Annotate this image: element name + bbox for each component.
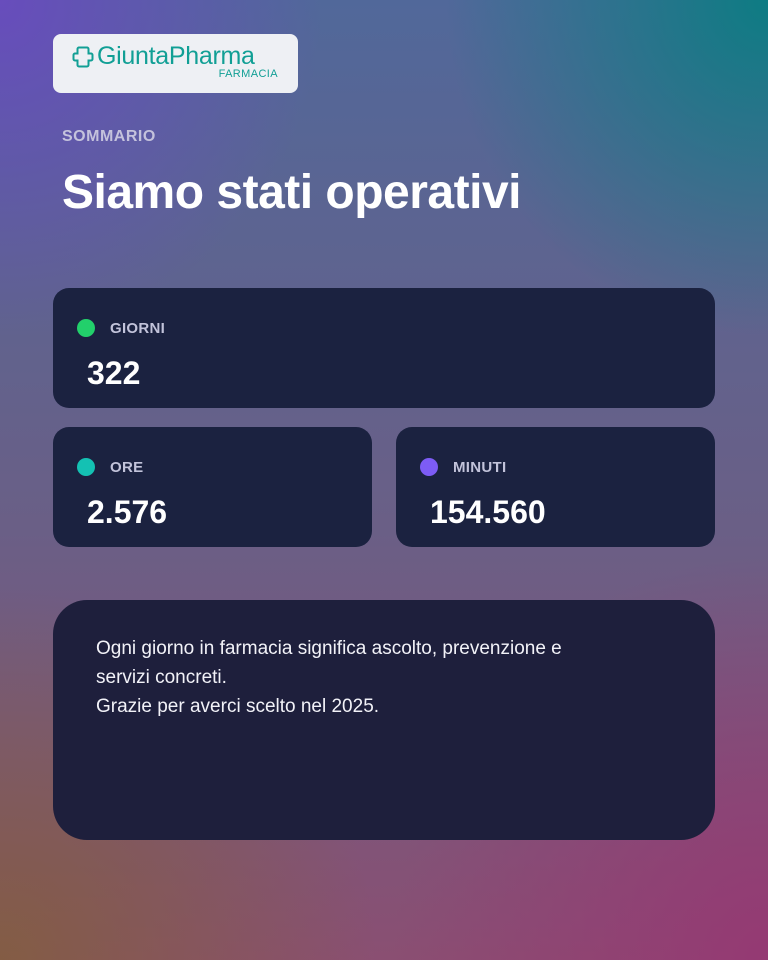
message-card: Ogni giorno in farmacia significa ascolt…	[53, 600, 715, 840]
stat-card-days: GIORNI 322	[53, 288, 715, 408]
stat-value: 322	[87, 355, 141, 391]
section-eyebrow: SOMMARIO	[62, 128, 156, 145]
stat-card-minutes: MINUTI 154.560	[396, 427, 715, 547]
brand-logo: GiuntaPharma FARMACIA	[53, 34, 298, 93]
status-dot-icon	[420, 458, 438, 476]
stat-label: ORE	[110, 459, 144, 476]
stat-label: MINUTI	[453, 459, 507, 476]
pharmacy-cross-icon	[72, 46, 94, 68]
stat-value: 154.560	[430, 494, 546, 530]
status-dot-icon	[77, 319, 95, 337]
message-line: Ogni giorno in farmacia significa ascolt…	[96, 638, 562, 659]
page-title: Siamo stati operativi	[62, 166, 521, 219]
message-line: servizi concreti.	[96, 667, 227, 688]
status-dot-icon	[77, 458, 95, 476]
message-line: Grazie per averci scelto nel 2025.	[96, 696, 380, 717]
stat-label: GIORNI	[110, 320, 166, 337]
stat-value: 2.576	[87, 494, 168, 530]
brand-name: GiuntaPharma	[97, 42, 255, 70]
stat-card-hours: ORE 2.576	[53, 427, 372, 547]
brand-subtitle: FARMACIA	[218, 68, 278, 80]
